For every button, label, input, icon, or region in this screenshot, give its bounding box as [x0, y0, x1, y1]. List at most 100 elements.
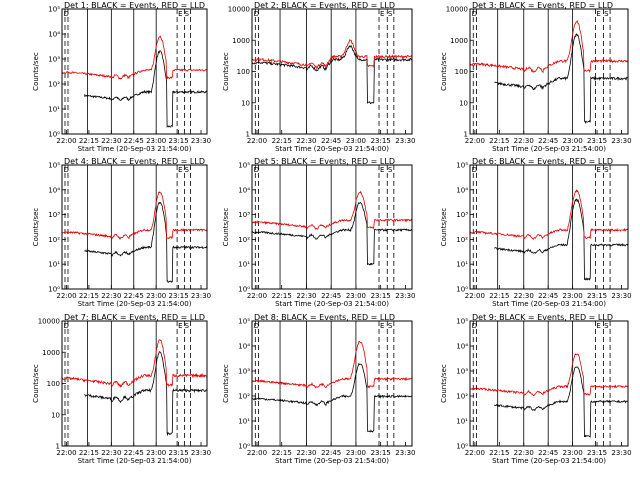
x-tick-label: 22:00	[56, 292, 76, 300]
panel-title: Det 7: BLACK = Events, RED = LLD	[64, 313, 205, 322]
y-tick-label: 1000	[450, 37, 468, 45]
panel-title: Det 1: BLACK = Events, RED = LLD	[64, 1, 205, 10]
panel-title: Det 9: BLACK = Events, RED = LLD	[472, 313, 613, 322]
y-tick-label: 10⁵	[238, 162, 250, 170]
y-tick-label: 1	[56, 443, 60, 451]
events-series-line	[84, 50, 208, 128]
x-tick-label: 23:15	[371, 137, 391, 145]
flag-letter: D	[63, 322, 68, 330]
y-axis-label: Counts/sec	[440, 208, 448, 247]
flag-letter: S	[604, 322, 609, 330]
y-tick-label: 10¹	[238, 418, 250, 426]
x-tick-label: 22:00	[465, 137, 485, 145]
flag-letter: E	[596, 10, 600, 18]
x-tick-label: 23:15	[587, 292, 607, 300]
x-tick-label: 22:00	[56, 137, 76, 145]
panel-title: Det 8: BLACK = Events, RED = LLD	[254, 313, 395, 322]
y-tick-label: 10	[51, 411, 60, 419]
flag-letter: D	[254, 322, 259, 330]
y-tick-label: 10⁰	[238, 286, 250, 294]
x-tick-label: 23:15	[587, 137, 607, 145]
y-axis-label: Counts/sec	[222, 364, 230, 403]
flag-letter: E	[596, 322, 600, 330]
y-tick-label: 10²	[238, 236, 250, 244]
y-tick-label: 10³	[456, 368, 468, 376]
y-tick-label: 10¹	[48, 106, 60, 114]
x-tick-label: 22:45	[321, 137, 341, 145]
x-tick-label: 22:30	[514, 292, 534, 300]
x-tick-label: 22:15	[79, 137, 99, 145]
events-series-line	[84, 201, 208, 284]
y-tick-label: 10³	[48, 211, 60, 219]
x-tick-label: 22:00	[247, 449, 267, 457]
y-axis-label: Counts/sec	[440, 364, 448, 403]
x-tick-label: 23:30	[191, 292, 211, 300]
x-tick-label: 22:30	[101, 137, 121, 145]
x-tick-label: 22:30	[514, 137, 534, 145]
plot-frame	[61, 164, 208, 290]
x-tick-label: 23:00	[346, 449, 366, 457]
y-tick-label: 10⁴	[238, 186, 250, 194]
y-tick-label: 10²	[238, 393, 250, 401]
x-tick-label: 22:15	[272, 137, 292, 145]
flag-letter: D	[472, 322, 477, 330]
x-tick-label: 23:15	[371, 292, 391, 300]
y-tick-label: 100	[47, 380, 60, 388]
events-series-line	[251, 45, 413, 105]
x-tick-label: 22:15	[489, 449, 509, 457]
x-tick-label: 22:15	[79, 449, 99, 457]
x-tick-label: 23:00	[563, 292, 583, 300]
y-tick-label: 10⁵	[456, 318, 468, 326]
flag-letter: E	[178, 322, 182, 330]
events-series-line	[252, 201, 413, 266]
events-series-line	[251, 362, 413, 433]
lld-series-line	[251, 190, 413, 231]
y-axis-label: Counts/sec	[222, 52, 230, 91]
plot-frame	[469, 8, 629, 135]
x-tick-label: 23:15	[169, 292, 189, 300]
x-tick-label: 23:00	[563, 137, 583, 145]
x-tick-label: 23:15	[587, 449, 607, 457]
y-tick-label: 10⁰	[456, 286, 468, 294]
x-tick-label: 22:45	[124, 449, 144, 457]
lld-series-line	[61, 191, 208, 240]
plot-frame	[61, 8, 208, 135]
y-tick-label: 10	[459, 99, 468, 107]
lld-series-line	[469, 19, 629, 74]
events-series-line	[494, 366, 629, 438]
y-tick-label: 10¹	[238, 261, 250, 269]
y-tick-label: 10000	[228, 6, 250, 14]
x-tick-label: 22:15	[489, 292, 509, 300]
y-tick-label: 10³	[238, 368, 250, 376]
y-axis-label: Counts/sec	[32, 364, 40, 403]
events-series-line	[494, 198, 629, 281]
x-tick-label: 22:30	[101, 449, 121, 457]
x-tick-label: 23:00	[563, 449, 583, 457]
x-tick-label: 22:45	[124, 292, 144, 300]
flag-letter: D	[254, 10, 259, 18]
x-tick-label: 22:30	[101, 292, 121, 300]
y-tick-label: 10⁰	[238, 443, 250, 451]
flag-letter: E	[178, 10, 182, 18]
x-tick-label: 23:00	[146, 292, 166, 300]
flag-letter: E	[380, 166, 384, 174]
x-tick-label: 23:30	[611, 137, 631, 145]
y-tick-label: 10⁵	[238, 318, 250, 326]
x-tick-label: 22:15	[489, 137, 509, 145]
x-axis-label: Start Time (20-Sep-03 21:54:00)	[492, 145, 606, 153]
x-axis-label: Start Time (20-Sep-03 21:54:00)	[275, 300, 389, 308]
x-tick-label: 23:30	[611, 449, 631, 457]
events-series-line	[494, 33, 628, 124]
flag-letter: D	[63, 10, 68, 18]
flag-letter: S	[604, 166, 609, 174]
plot-frame	[469, 320, 629, 447]
x-tick-label: 22:30	[514, 449, 534, 457]
flag-letter: E	[596, 166, 600, 174]
x-tick-label: 22:45	[321, 449, 341, 457]
x-tick-label: 23:30	[611, 292, 631, 300]
